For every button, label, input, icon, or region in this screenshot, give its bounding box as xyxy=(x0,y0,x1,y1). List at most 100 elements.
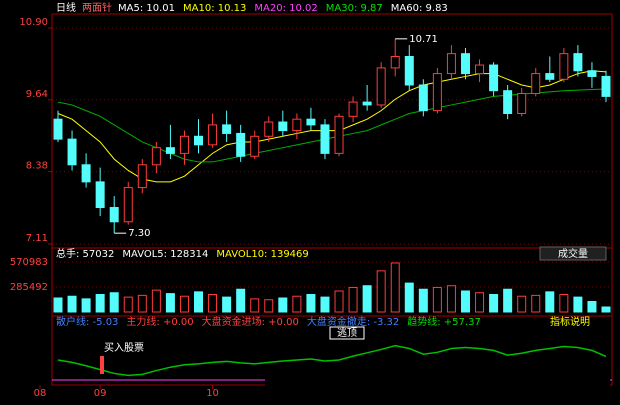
volume-bar xyxy=(559,293,569,313)
candle-body xyxy=(334,115,344,154)
volume-bar xyxy=(362,285,372,313)
candle-body xyxy=(208,124,218,146)
candle-body xyxy=(250,135,260,157)
candle-body xyxy=(165,147,175,154)
x-tick-label: 09 xyxy=(94,388,107,399)
y-tick-label: 7.11 xyxy=(26,233,48,244)
candle-body xyxy=(109,207,119,223)
candle-body xyxy=(306,118,316,126)
trend-line xyxy=(57,344,607,377)
volume-bar xyxy=(320,296,330,313)
indicator-help: 指标说明 xyxy=(550,315,590,328)
candle-body xyxy=(503,90,513,114)
candle-body xyxy=(587,70,597,77)
volume-bar xyxy=(531,294,541,313)
period: 日线 xyxy=(56,1,76,14)
volume-bar xyxy=(53,297,63,313)
candle-body xyxy=(404,55,414,86)
volume-bar xyxy=(95,293,105,313)
y-tick-label: 570983 xyxy=(10,257,48,268)
volume-bar xyxy=(545,291,555,313)
volume-bar xyxy=(390,262,400,313)
volume-bar xyxy=(208,293,218,313)
candle-body xyxy=(179,135,189,154)
candle-body xyxy=(95,181,105,209)
volume-bar xyxy=(601,306,611,313)
ma-line xyxy=(57,70,607,183)
candle-body xyxy=(151,147,161,166)
candle-body xyxy=(376,67,386,106)
candle-body xyxy=(348,101,358,117)
plot: 日线 两面针 MA5: 10.01 MA10: 10.13 MA20: 10.02 MA3… xyxy=(10,1,612,399)
top-signal: 逃顶 xyxy=(337,326,357,339)
volume-bar xyxy=(573,296,583,313)
candle-body xyxy=(320,124,330,154)
candle-body xyxy=(137,164,147,189)
x-tick-label: 08 xyxy=(34,388,47,399)
volume-label: MAVOL5: 128314 xyxy=(122,249,208,260)
mask xyxy=(265,375,610,405)
candle-body xyxy=(517,93,527,114)
volume-bar xyxy=(292,295,302,313)
candle-body xyxy=(446,53,456,75)
indicator-label: 主力线: +0.00 xyxy=(126,315,193,328)
volume-label: MAVOL10: 139469 xyxy=(216,249,308,260)
candle-body xyxy=(432,73,442,112)
volume-bar xyxy=(503,288,513,313)
candle-body xyxy=(601,75,611,97)
ma-label: MA5: 10.01 xyxy=(118,3,175,14)
candle-body xyxy=(362,101,372,106)
volume-bar xyxy=(165,293,175,313)
volume-bar xyxy=(151,289,161,313)
high-label: 10.71 xyxy=(409,34,438,45)
volume-bar xyxy=(278,297,288,313)
volume-bar xyxy=(264,299,274,313)
ma-label: MA10: 10.13 xyxy=(183,3,246,14)
volume-bar xyxy=(137,294,147,313)
volume-title: 成交量 xyxy=(558,247,588,260)
volume-bar xyxy=(334,290,344,313)
candle-body xyxy=(460,53,470,75)
volume-bar xyxy=(432,286,442,313)
ma-label: MA60: 9.83 xyxy=(391,3,448,14)
candle-body xyxy=(222,124,232,134)
volume-label: 总手: 57032 xyxy=(56,247,114,260)
volume-title-box xyxy=(539,246,607,261)
volume-bar xyxy=(250,298,260,313)
y-tick-label: 8.38 xyxy=(26,161,48,172)
y-tick-label: 10.90 xyxy=(19,17,48,28)
candle-body xyxy=(53,118,63,140)
volume-bar xyxy=(81,298,91,313)
candle-body xyxy=(194,135,204,146)
signal-box xyxy=(329,326,365,340)
stock-name: 两面针 xyxy=(82,1,112,14)
ma-line xyxy=(57,88,607,163)
volume-bar xyxy=(109,292,119,313)
candle-body xyxy=(123,187,133,223)
candle-body xyxy=(418,84,428,112)
volume-bar xyxy=(475,292,485,313)
volume-bar xyxy=(123,296,133,313)
volume-bar xyxy=(418,288,428,313)
candle-body xyxy=(545,73,555,80)
volume-bar xyxy=(348,286,358,313)
volume-bar xyxy=(236,288,246,313)
volume-bar xyxy=(446,285,456,313)
indicator-label: 大盘资金进场: +0.00 xyxy=(202,315,299,328)
volume-bar xyxy=(67,295,77,313)
volume-bar xyxy=(376,270,386,313)
candle-body xyxy=(475,64,485,75)
low-label: 7.30 xyxy=(128,228,150,239)
y-tick-label: 9.64 xyxy=(26,89,48,100)
candle-body xyxy=(236,132,246,157)
candle-body xyxy=(390,55,400,69)
buy-signal: 买入股票 xyxy=(104,342,144,354)
candle-body xyxy=(264,121,274,137)
volume-bar xyxy=(460,290,470,313)
candle-body xyxy=(531,73,541,95)
indicator-label: 趋势线: +57.37 xyxy=(407,315,481,328)
candle-body xyxy=(573,53,583,72)
